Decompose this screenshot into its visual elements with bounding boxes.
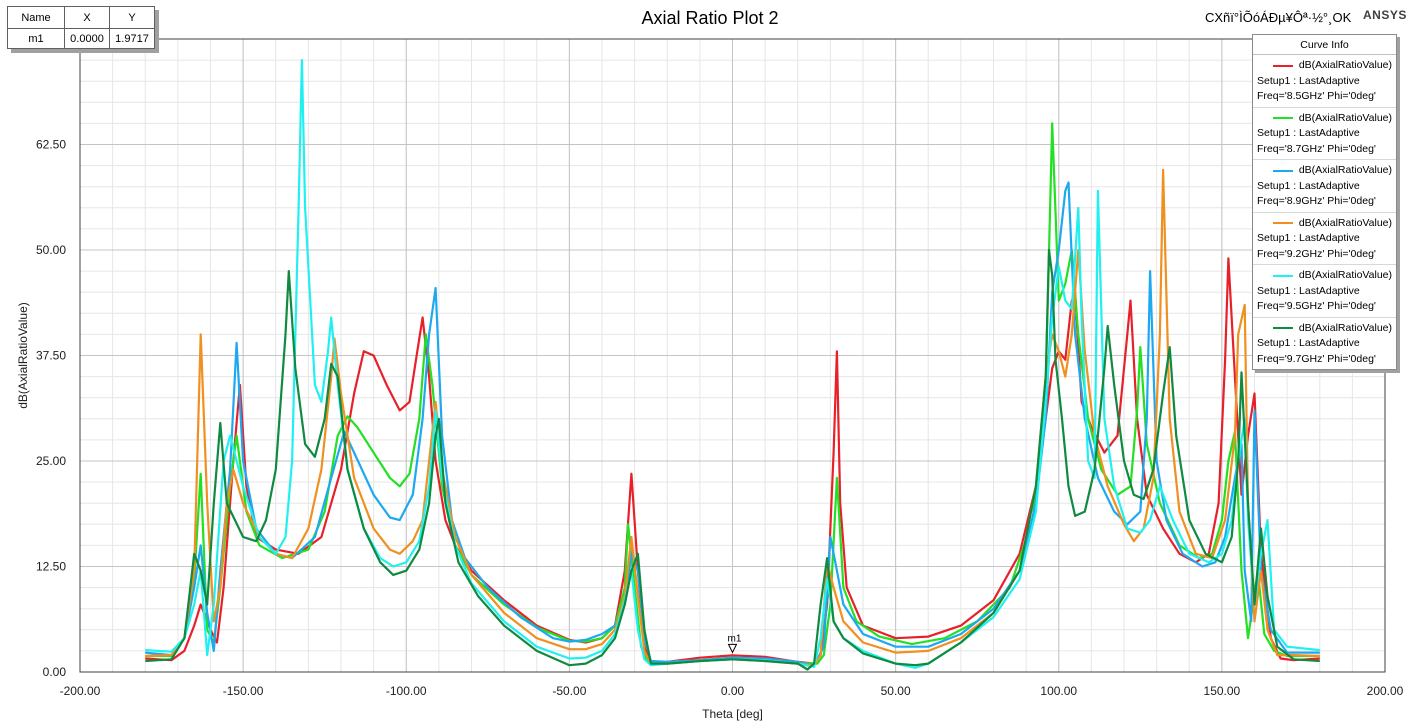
legend-entry[interactable]: dB(AxialRatioValue) Setup1 : LastAdaptive… <box>1253 55 1396 108</box>
legend-setup: Setup1 : LastAdaptive <box>1257 127 1360 139</box>
y-axis-label: dB(AxialRatioValue) <box>16 302 30 409</box>
legend-quantity: dB(AxialRatioValue) <box>1298 59 1392 71</box>
legend-swatch <box>1272 64 1293 67</box>
x-tick-label: 150.00 <box>1204 684 1241 698</box>
x-tick-label: 100.00 <box>1040 684 1077 698</box>
legend-params: Freq='9.5GHz' Phi='0deg' <box>1257 300 1376 312</box>
y-tick-label: 0.00 <box>43 665 67 679</box>
legend-swatch <box>1272 169 1293 172</box>
legend-quantity: dB(AxialRatioValue) <box>1298 321 1392 334</box>
y-tick-label: 25.00 <box>36 454 66 468</box>
y-tick-label: 50.00 <box>36 243 66 257</box>
legend-entry-header: dB(AxialRatioValue) <box>1257 216 1392 232</box>
legend-params: Freq='8.7GHz' Phi='0deg' <box>1257 142 1376 155</box>
legend-entry-header: dB(AxialRatioValue) <box>1257 111 1392 127</box>
legend-setup: Setup1 : LastAdaptive <box>1257 337 1360 349</box>
legend-setup: Setup1 : LastAdaptive <box>1257 232 1360 244</box>
legend-entry-header: dB(AxialRatioValue) <box>1257 268 1392 284</box>
x-tick-label: 200.00 <box>1367 684 1404 698</box>
legend-swatch <box>1272 117 1293 120</box>
legend-quantity: dB(AxialRatioValue) <box>1298 216 1392 229</box>
marker-col-y: Y <box>109 6 155 29</box>
curve-6 <box>145 248 1320 671</box>
legend-entry-header: dB(AxialRatioValue) <box>1257 321 1392 337</box>
legend-setup: Setup1 : LastAdaptive <box>1257 179 1360 192</box>
x-tick-label: -200.00 <box>60 684 101 698</box>
marker-label: m1 <box>728 633 742 644</box>
marker-x-cell: 0.0000 <box>64 28 110 49</box>
legend-quantity: dB(AxialRatioValue) <box>1298 111 1392 124</box>
legend-entry[interactable]: dB(AxialRatioValue) Setup1 : LastAdaptive… <box>1253 160 1396 213</box>
y-tick-label: 62.50 <box>36 138 66 152</box>
legend-params: Freq='9.7GHz' Phi='0deg' <box>1257 352 1376 365</box>
legend-setup: Setup1 : LastAdaptive <box>1257 284 1360 297</box>
legend-entry-header: dB(AxialRatioValue) <box>1257 163 1392 179</box>
marker-triangle <box>727 643 738 654</box>
tick-labels: -200.00 -150.00 -100.00 -50.00 0.00 50.00 100.… <box>36 138 1404 699</box>
marker-col-x: X <box>64 6 110 29</box>
x-tick-label: -150.00 <box>223 684 264 698</box>
legend-swatch <box>1272 274 1293 277</box>
legend-entry[interactable]: dB(AxialRatioValue) Setup1 : LastAdaptive… <box>1253 318 1396 370</box>
marker-table[interactable]: Name X Y m1 0.0000 1.9717 <box>7 6 155 49</box>
x-tick-label: 0.00 <box>721 684 745 698</box>
marker-table-header: Name X Y <box>7 6 155 29</box>
legend-title: Curve Info <box>1253 35 1396 55</box>
marker-m1: m1 <box>727 633 742 654</box>
chart-title: Axial Ratio Plot 2 <box>641 8 779 28</box>
legend-quantity: dB(AxialRatioValue) <box>1298 164 1392 176</box>
marker-table-row: m1 0.0000 1.9717 <box>7 28 155 49</box>
legend-entry[interactable]: dB(AxialRatioValue) Setup1 : LastAdaptive… <box>1253 265 1396 318</box>
legend-entry-header: dB(AxialRatioValue) <box>1257 58 1392 74</box>
ansys-logo: ANSYS <box>1363 8 1407 22</box>
legend-params: Freq='9.2GHz' Phi='0deg' <box>1257 247 1376 260</box>
legend-swatch <box>1272 327 1293 330</box>
x-tick-label: 50.00 <box>881 684 911 698</box>
y-tick-label: 12.50 <box>36 560 66 574</box>
legend-entry[interactable]: dB(AxialRatioValue) Setup1 : LastAdaptive… <box>1253 213 1396 265</box>
x-axis-label: Theta [deg] <box>702 707 763 721</box>
x-tick-label: -50.00 <box>552 684 586 698</box>
legend-params: Freq='8.5GHz' Phi='0deg' <box>1257 90 1376 102</box>
x-tick-label: -100.00 <box>386 684 427 698</box>
design-name: CXñï°ÌÕóÁÐµ¥Ôª·½°¸OK <box>1205 10 1352 25</box>
legend-quantity: dB(AxialRatioValue) <box>1298 269 1392 281</box>
legend-entry[interactable]: dB(AxialRatioValue) Setup1 : LastAdaptive… <box>1253 108 1396 160</box>
legend-swatch <box>1272 222 1293 225</box>
y-tick-label: 37.50 <box>36 349 66 363</box>
legend-entries: dB(AxialRatioValue) Setup1 : LastAdaptive… <box>1253 55 1396 369</box>
curves <box>145 59 1320 671</box>
marker-y-cell: 1.9717 <box>109 28 155 49</box>
legend-setup: Setup1 : LastAdaptive <box>1257 74 1360 87</box>
legend-params: Freq='8.9GHz' Phi='0deg' <box>1257 195 1376 207</box>
curve-info-legend[interactable]: Curve Info dB(AxialRatioValue) Setup1 : L… <box>1252 34 1397 370</box>
curve-3 <box>145 181 1320 667</box>
marker-name-cell: m1 <box>7 28 65 49</box>
marker-col-name: Name <box>7 6 65 29</box>
